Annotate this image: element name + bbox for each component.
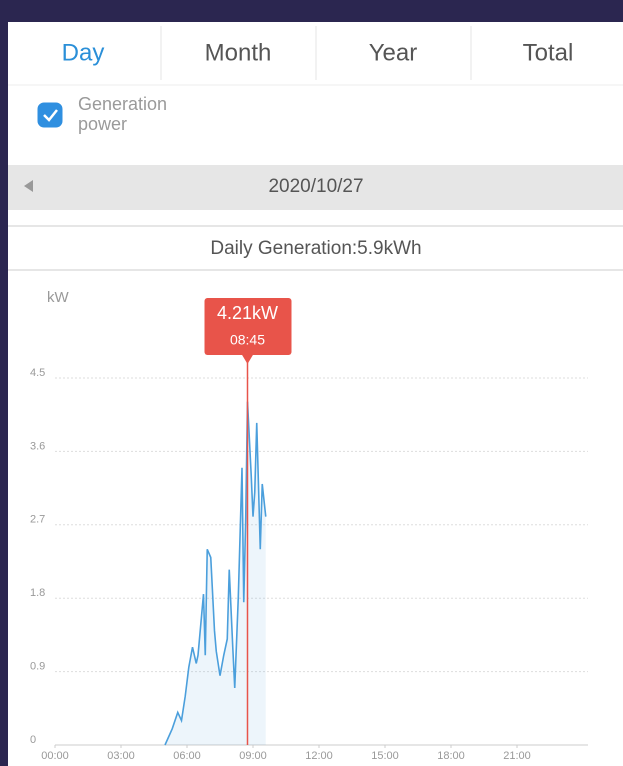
x-tick-label: 03:00 [107, 750, 135, 762]
tooltip-pointer [241, 354, 254, 364]
x-tick-label: 15:00 [371, 750, 399, 762]
y-tick-label: 1.8 [30, 587, 45, 599]
line [164, 401, 267, 746]
tooltip-value: 4.21kW [217, 303, 278, 323]
tab[interactable]: Day [62, 39, 105, 66]
summary: Daily Generation:5.9kWh [210, 238, 421, 259]
x-tick-label: 12:00 [305, 750, 333, 762]
x-tick-label: 18:00 [437, 750, 465, 762]
panel [8, 22, 623, 766]
y-tick-label: 4.5 [30, 367, 45, 379]
checkbox[interactable] [37, 102, 63, 128]
y-axis-label: kW [47, 289, 70, 306]
legend-label: Generation power [78, 94, 168, 134]
x-tick-label: 21:00 [503, 750, 531, 762]
y-tick-label: 2.7 [30, 514, 45, 526]
date-bar [8, 165, 623, 210]
y-tick-label: 0.9 [30, 661, 45, 673]
tooltip-box [204, 298, 292, 355]
check [43, 109, 58, 122]
y-tick-label: 0 [30, 734, 36, 746]
tooltip-time: 08:45 [230, 332, 265, 348]
x-tick-label: 09:00 [239, 750, 267, 762]
tab[interactable]: Total [523, 39, 574, 66]
tab[interactable]: Year [369, 39, 418, 66]
tab[interactable]: Month [205, 39, 272, 66]
x-tick-label: 06:00 [173, 750, 201, 762]
x-tick-label: 00:00 [41, 750, 69, 762]
date: 2020/10/27 [268, 176, 363, 197]
area [165, 401, 266, 745]
y-tick-label: 3.6 [30, 440, 45, 452]
prev-arrow[interactable] [24, 180, 33, 192]
